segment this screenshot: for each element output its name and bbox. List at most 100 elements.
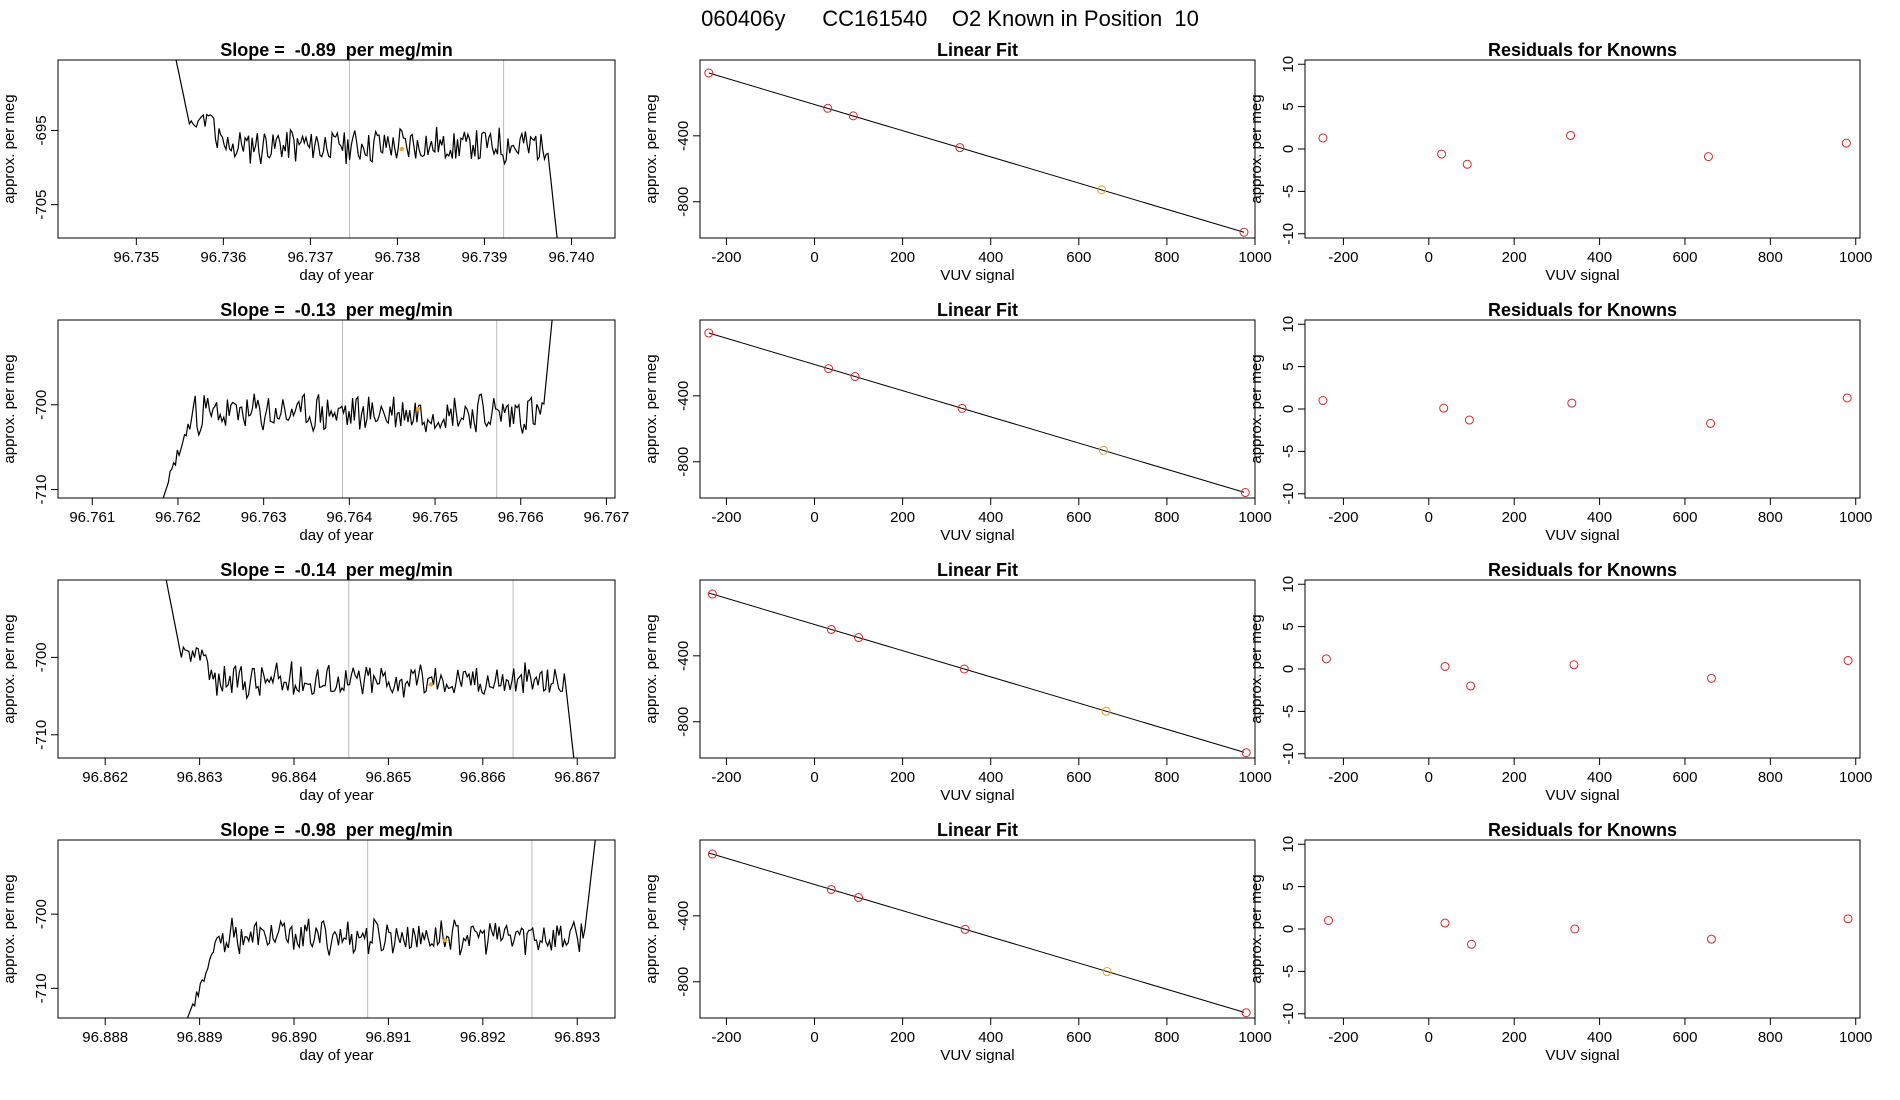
x-tick-label: 96.890 [271, 1029, 317, 1046]
x-axis-label: VUV signal [940, 1047, 1014, 1064]
x-tick-label: 600 [1066, 509, 1091, 526]
x-tick-label: 200 [1502, 249, 1527, 266]
residual-point [1570, 924, 1580, 934]
sample-marker [415, 406, 421, 412]
x-tick-label: 1000 [1839, 509, 1872, 526]
fit-point [707, 849, 717, 859]
x-tick-label: 96.737 [287, 249, 333, 266]
x-tick-label: 400 [1587, 509, 1612, 526]
panel-title: Slope = -0.13 per meg/min [220, 300, 453, 320]
time-series-panel-row2: Slope = -0.13 per meg/min 96.761 96.762 96.… [1, 300, 629, 544]
x-axis-label: VUV signal [940, 267, 1014, 284]
x-tick-label: 600 [1672, 509, 1697, 526]
y-tick-label: -800 [675, 967, 692, 997]
plot-frame [57, 59, 616, 239]
x-tick-label: 96.865 [365, 769, 411, 786]
x-axis-label: VUV signal [1545, 787, 1619, 804]
residual-point [1440, 661, 1450, 671]
x-tick-label: 96.766 [498, 509, 544, 526]
fit-point [826, 624, 836, 634]
fit-point [1097, 185, 1107, 195]
residual-point [1466, 681, 1476, 691]
fit-panel-row3: Linear Fit -200 0 200 400 600 800 1000 -400 -800 V… [643, 560, 1272, 804]
x-tick-label: 600 [1066, 769, 1091, 786]
y-tick-label: -5 [1280, 445, 1297, 458]
x-tick-label: 96.862 [82, 769, 128, 786]
x-tick-label: 96.765 [412, 509, 458, 526]
fit-point [823, 103, 833, 113]
panel-title: Residuals for Knowns [1488, 820, 1677, 840]
x-axis-label: day of year [299, 527, 373, 544]
time-series-panel-row3: Slope = -0.14 per meg/min 96.862 96.863 96.… [1, 560, 616, 804]
residual-point [1843, 656, 1853, 666]
sample-marker [442, 937, 448, 943]
plot-frame [699, 839, 1256, 1019]
fit-point [1241, 748, 1251, 758]
x-tick-label: -200 [1328, 1029, 1358, 1046]
y-tick-label: 0 [1280, 145, 1297, 153]
x-axis-label: VUV signal [940, 527, 1014, 544]
x-tick-label: 96.735 [113, 249, 159, 266]
y-tick-label: -700 [33, 390, 50, 420]
y-axis-label: approx. per meg [1248, 874, 1265, 983]
x-tick-label: 96.740 [549, 249, 595, 266]
x-tick-label: 0 [1425, 1029, 1433, 1046]
x-tick-label: 0 [1425, 769, 1433, 786]
y-tick-label: 0 [1280, 665, 1297, 673]
x-tick-label: 600 [1672, 769, 1697, 786]
residual-point [1437, 149, 1447, 159]
x-tick-label: 200 [890, 1029, 915, 1046]
y-tick-label: -710 [33, 720, 50, 750]
fit-point [826, 884, 836, 894]
x-tick-label: 800 [1758, 1029, 1783, 1046]
y-tick-label: -400 [675, 901, 692, 931]
residuals-panel-row3: Residuals for Knowns-200 0 200 400 600 800 100… [1248, 560, 1872, 804]
y-tick-label: -800 [675, 707, 692, 737]
y-tick-label: -5 [1280, 705, 1297, 718]
x-tick-label: -200 [1328, 509, 1358, 526]
x-tick-label: 96.763 [241, 509, 287, 526]
x-tick-label: 200 [890, 249, 915, 266]
x-tick-label: 0 [810, 1029, 818, 1046]
x-tick-label: 96.892 [460, 1029, 506, 1046]
fit-panel-row4: Linear Fit -200 0 200 400 600 800 1000 -400 -800 V… [643, 820, 1272, 1064]
x-tick-label: 96.762 [155, 509, 201, 526]
x-tick-label: 96.891 [365, 1029, 411, 1046]
residual-point [1321, 654, 1331, 664]
y-tick-label: 10 [1280, 56, 1297, 73]
x-tick-label: 400 [978, 769, 1003, 786]
x-tick-label: 1000 [1839, 249, 1872, 266]
x-tick-label: 1000 [1238, 249, 1271, 266]
x-axis-label: day of year [299, 267, 373, 284]
plot-frame [57, 839, 616, 1019]
x-axis-label: day of year [299, 1047, 373, 1064]
x-tick-label: 1000 [1839, 769, 1872, 786]
fit-point [955, 143, 965, 153]
y-tick-label: 10 [1280, 576, 1297, 593]
panel-title: Linear Fit [937, 40, 1018, 60]
panel-title: Linear Fit [937, 560, 1018, 580]
y-tick-label: 5 [1280, 102, 1297, 110]
residual-point [1323, 916, 1333, 926]
residual-point [1464, 415, 1474, 425]
residual-point [1703, 152, 1713, 162]
sample-marker [428, 682, 434, 687]
residuals-panel-row1: Residuals for Knowns-200 0 200 400 600 800 100… [1248, 40, 1872, 284]
plot-frame [1304, 319, 1861, 499]
x-tick-label: 0 [810, 249, 818, 266]
panel-title: Residuals for Knowns [1488, 560, 1677, 580]
plot-frame [57, 319, 616, 499]
x-tick-label: -200 [1328, 249, 1358, 266]
x-tick-label: 800 [1758, 769, 1783, 786]
plot-frame [1304, 579, 1861, 759]
fit-point [707, 589, 717, 599]
x-tick-label: 600 [1066, 1029, 1091, 1046]
x-tick-label: 1000 [1839, 1029, 1872, 1046]
x-tick-label: 96.893 [554, 1029, 600, 1046]
x-tick-label: -200 [711, 1029, 741, 1046]
x-tick-label: 200 [890, 769, 915, 786]
time-series-panel-row1: Slope = -0.89 per meg/min 96.735 96.736 96.… [1, 40, 616, 284]
y-tick-label: 5 [1280, 622, 1297, 630]
y-axis-label: approx. per meg [1, 354, 18, 463]
